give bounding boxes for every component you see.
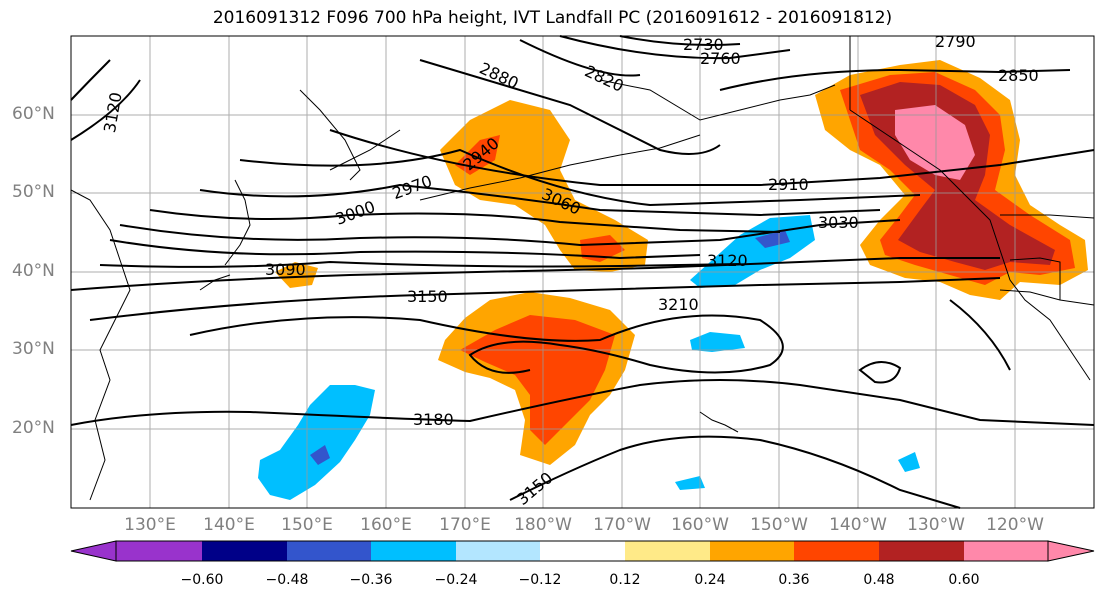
lon-label: 150°W xyxy=(750,515,808,535)
height-contours xyxy=(70,35,1095,509)
lon-label: 170°E xyxy=(439,515,491,535)
colorbar-cell xyxy=(710,541,794,561)
colorbar-cell xyxy=(625,541,710,561)
colorbar-high-extend xyxy=(1047,540,1095,562)
contour-2760 xyxy=(559,35,791,60)
lon-label: 120°W xyxy=(986,515,1044,535)
colorbar-tick-label: 0.48 xyxy=(863,572,895,588)
contour-2940 xyxy=(239,148,921,207)
contour-label: 2790 xyxy=(935,32,976,51)
contour-3030 xyxy=(119,219,901,247)
lon-label: 140°W xyxy=(829,515,887,535)
colorbar-cell xyxy=(964,541,1048,561)
colorbar-cell xyxy=(879,541,964,561)
colorbar-tick-label: −0.24 xyxy=(434,572,478,588)
contour-3060 xyxy=(109,239,701,260)
map-title: 2016091312 F096 700 hPa height, IVT Land… xyxy=(212,8,893,28)
lat-label-20n: 20°N xyxy=(12,418,55,438)
kamchatka xyxy=(299,89,401,181)
contour-2850 xyxy=(719,68,1071,91)
ivt-max-pink xyxy=(895,105,975,180)
boundaries xyxy=(849,36,1095,306)
contour-3120 xyxy=(70,257,1000,291)
colorbar-tick-label: −0.36 xyxy=(349,572,393,588)
contour-2820 xyxy=(519,39,641,77)
colorbar-tick-label: 0.12 xyxy=(609,572,641,588)
contour-3150 xyxy=(89,277,1001,321)
na-west-coast xyxy=(849,109,1091,381)
lon-label: 180°W xyxy=(514,515,572,535)
contour-2910 xyxy=(329,129,1095,186)
contour-3180 xyxy=(70,379,1095,426)
lon-label: 130°W xyxy=(907,515,965,535)
colorbar-cell xyxy=(540,541,625,561)
lon-label: 160°E xyxy=(360,515,412,535)
contour-label: 2760 xyxy=(700,49,741,68)
colorbar-cell xyxy=(794,541,879,561)
contour-label: 2730 xyxy=(683,35,724,54)
lon-label: 140°E xyxy=(203,515,255,535)
contour-2970 xyxy=(199,183,881,217)
colorbar-cell xyxy=(287,541,371,561)
alaska-coast xyxy=(599,79,836,121)
contour-label: 3030 xyxy=(818,213,859,232)
contour-label-group: 2730 2760 2790 2820 2850 2880 2910 2940 … xyxy=(100,32,1039,509)
colorbar-tick-label: −0.48 xyxy=(265,572,309,588)
lon-label: 130°E xyxy=(124,515,176,535)
colorbar-tick-label: 0.36 xyxy=(778,572,810,588)
contour-2730 xyxy=(619,35,741,46)
contour-label: 3090 xyxy=(265,260,306,279)
contour-label: 2850 xyxy=(998,66,1039,85)
contour-label: 3180 xyxy=(413,410,454,429)
colorbar-cell xyxy=(202,541,287,561)
map-frame xyxy=(70,35,1095,509)
coastlines xyxy=(70,79,1091,501)
contour-3090 xyxy=(99,260,741,268)
colorbar-tick-label: −0.60 xyxy=(180,572,224,588)
colorbar-cell xyxy=(371,541,456,561)
colorbar-cell xyxy=(116,541,202,561)
colorbar-cell xyxy=(456,541,540,561)
hawaii xyxy=(699,411,739,433)
lon-label: 170°W xyxy=(593,515,651,535)
contour-label: 3120 xyxy=(707,251,748,270)
colorbar-tick-label: 0.60 xyxy=(948,572,980,588)
asia-coast xyxy=(70,189,131,501)
lat-label-60n: 60°N xyxy=(12,104,55,124)
lon-label: 150°E xyxy=(281,515,333,535)
lat-label-30n: 30°N xyxy=(12,339,55,359)
lat-label-50n: 50°N xyxy=(12,182,55,202)
contour-2880 xyxy=(419,59,721,155)
contour-label: 3210 xyxy=(658,295,699,314)
ivt-region-neg-west xyxy=(258,385,375,500)
colorbar-tick-label: −0.12 xyxy=(518,572,562,588)
ivt-negative-fields xyxy=(258,215,920,500)
contour-3150-south xyxy=(509,435,961,509)
aleutians xyxy=(419,134,701,201)
graticule xyxy=(71,36,1094,508)
contour-3000 xyxy=(149,209,781,233)
colorbar-low-extend xyxy=(70,540,117,562)
lon-label: 160°W xyxy=(671,515,729,535)
colorbar xyxy=(70,540,1095,562)
lat-label-40n: 40°N xyxy=(12,261,55,281)
contour-3210 xyxy=(189,314,784,374)
contour-label: 2910 xyxy=(768,175,809,194)
colorbar-tick-label: 0.24 xyxy=(694,572,726,588)
contour-label: 3150 xyxy=(407,287,448,306)
